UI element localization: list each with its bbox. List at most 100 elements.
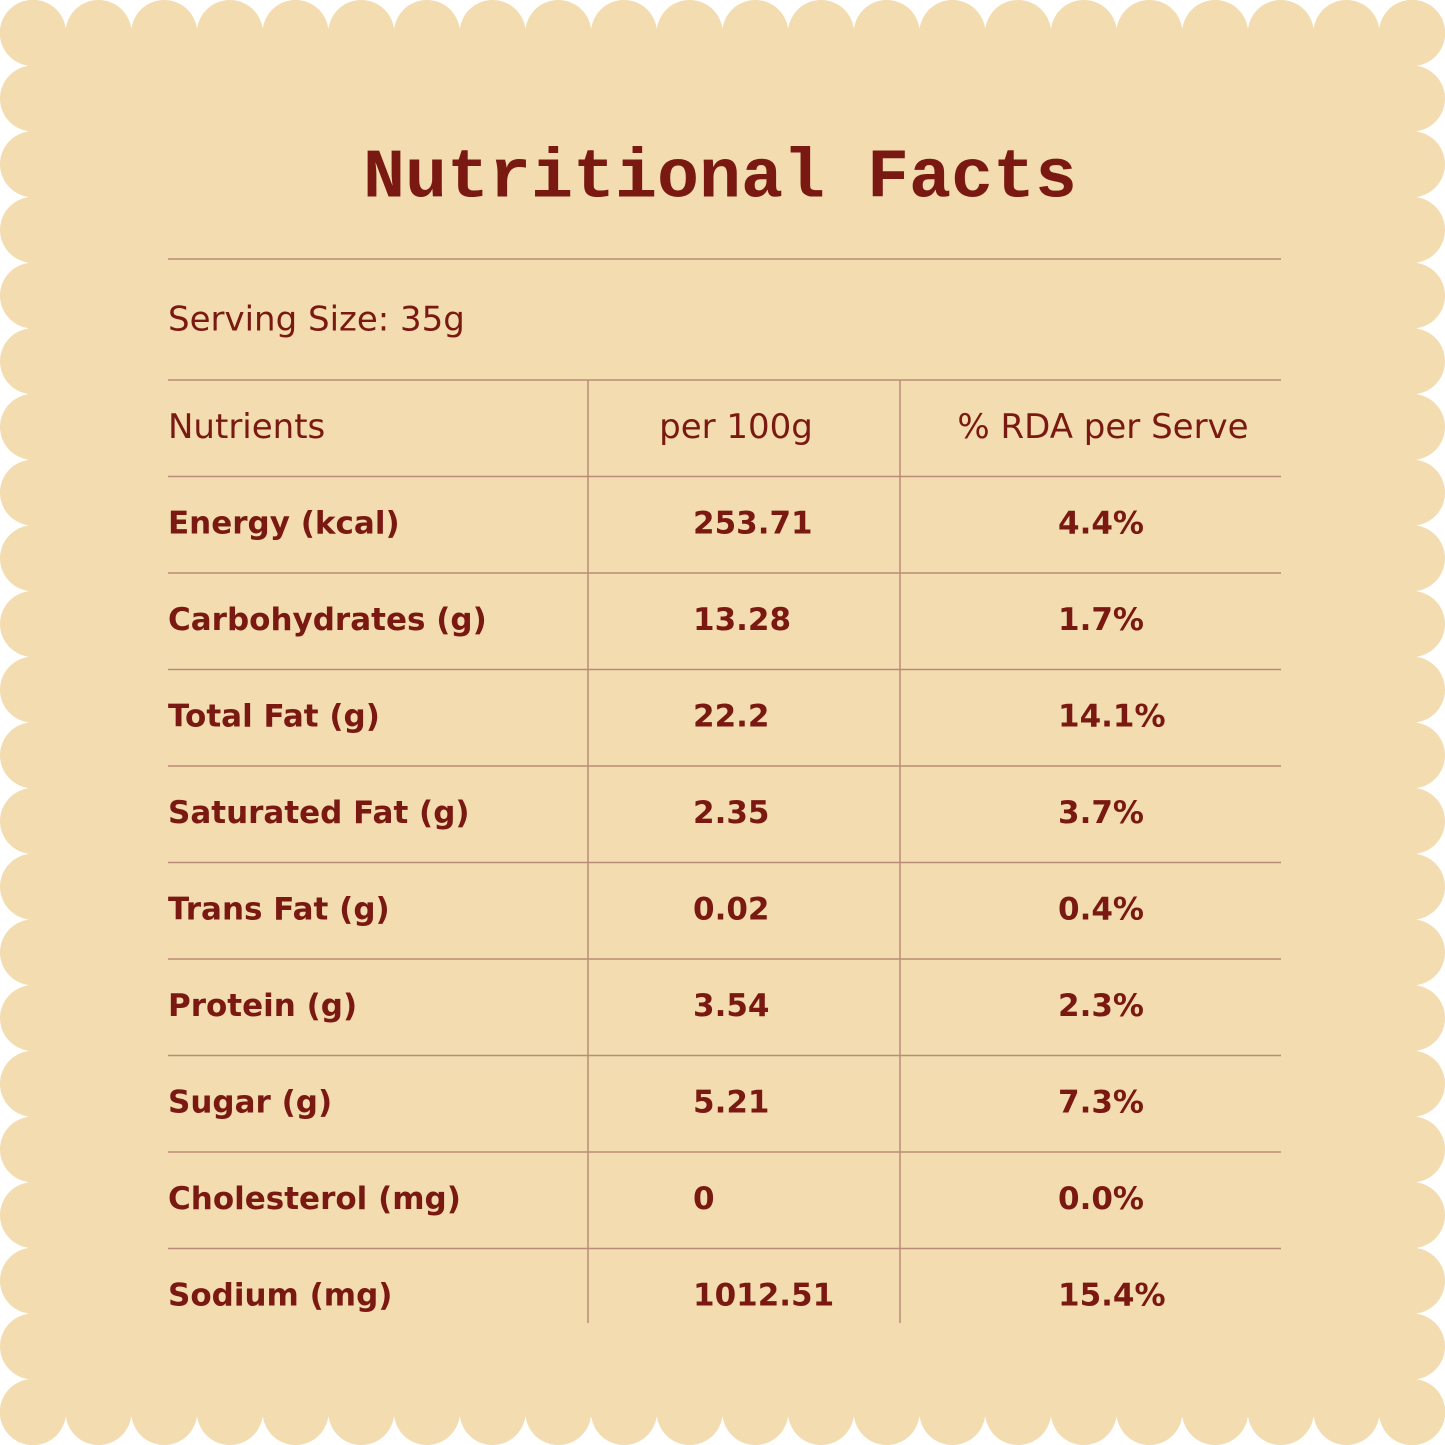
scallop [985,0,1052,66]
per-100g-value: 3.54 [693,988,770,1024]
scallop [656,0,723,66]
per-100g-value: 253.71 [693,505,813,541]
scallop [0,590,66,657]
per-100g-value: 1012.51 [693,1277,834,1313]
per-100g-value: 0.02 [693,891,770,927]
scallop [459,0,526,66]
scallop [919,1379,986,1445]
rda-value: 3.7% [1058,795,1144,831]
scallop [393,0,460,66]
nutrient-name: Saturated Fat (g) [168,795,470,831]
scallop [1379,590,1445,657]
scallop [131,0,198,66]
scallop [1379,656,1445,723]
scallop [328,1379,395,1445]
rda-value: 0.0% [1058,1181,1144,1217]
scallop [0,853,66,920]
per-100g-value: 2.35 [693,795,770,831]
scallop [196,0,263,66]
scallop [1050,1379,1117,1445]
scallop [196,1379,263,1445]
scallop [65,1379,132,1445]
nutrient-name: Energy (kcal) [168,505,400,541]
nutrient-name: Sodium (mg) [168,1277,392,1313]
scallop [0,1182,66,1249]
scallop [1379,393,1445,460]
scallop [0,1313,66,1380]
scallop [0,459,66,526]
scallop [0,1050,66,1117]
scallop [131,1379,198,1445]
rda-value: 14.1% [1058,698,1166,734]
scallop [722,1379,789,1445]
scallop [1379,525,1445,592]
per-100g-value: 0 [693,1181,715,1217]
scallop [393,1379,460,1445]
column-header: per 100g [659,407,813,447]
scallop [0,525,66,592]
scallop [1379,196,1445,263]
scallop [0,0,66,66]
title: Nutritional Facts [363,139,1077,218]
scallop [1050,0,1117,66]
scallop [1379,328,1445,395]
scallop [1182,1379,1249,1445]
scallop [1116,0,1183,66]
scallop [1379,853,1445,920]
serving-size: Serving Size: 35g [168,300,465,340]
scallop [788,0,855,66]
scallop [0,262,66,329]
scallop [459,1379,526,1445]
scallop [1379,919,1445,986]
scallop [853,0,920,66]
scallop [1313,1379,1380,1445]
scallop [1379,1050,1445,1117]
rda-value: 7.3% [1058,1084,1144,1120]
per-100g-value: 22.2 [693,698,770,734]
scallop [525,0,592,66]
scallop [65,0,132,66]
scallop [0,1379,66,1445]
nutrition-table: Nutrients per 100g % RDA per Serve Energy (… [168,379,1281,1323]
scallop [1379,262,1445,329]
scallop [0,196,66,263]
scallop [1247,0,1314,66]
nutrient-name: Carbohydrates (g) [168,602,487,638]
scallop [1379,65,1445,132]
scallop [853,1379,920,1445]
scallop [1313,0,1380,66]
scallop [328,0,395,66]
scallop [1116,1379,1183,1445]
scallop [0,722,66,789]
nutrient-name: Sugar (g) [168,1084,332,1120]
scallop [0,919,66,986]
scallop [985,1379,1052,1445]
scallop [1379,131,1445,198]
scallop [1379,1313,1445,1380]
column-header: % RDA per Serve [957,407,1248,447]
scallop [722,0,789,66]
scallop [1379,0,1445,66]
nutrient-name: Trans Fat (g) [168,891,390,927]
scallop [0,985,66,1052]
scallop [788,1379,855,1445]
scallop [0,131,66,198]
scallop [262,0,329,66]
scallop [1379,985,1445,1052]
scallop [1379,1247,1445,1314]
rda-value: 1.7% [1058,602,1144,638]
column-header: Nutrients [168,407,325,447]
scallop [919,0,986,66]
scallop [1379,459,1445,526]
scallop [1379,1379,1445,1445]
scallop [0,1116,66,1183]
scallop [0,328,66,395]
scallop [262,1379,329,1445]
scallop [0,656,66,723]
scallop [0,1247,66,1314]
scallop [1379,1182,1445,1249]
rda-value: 0.4% [1058,891,1144,927]
scallop [590,0,657,66]
scallop [0,788,66,855]
